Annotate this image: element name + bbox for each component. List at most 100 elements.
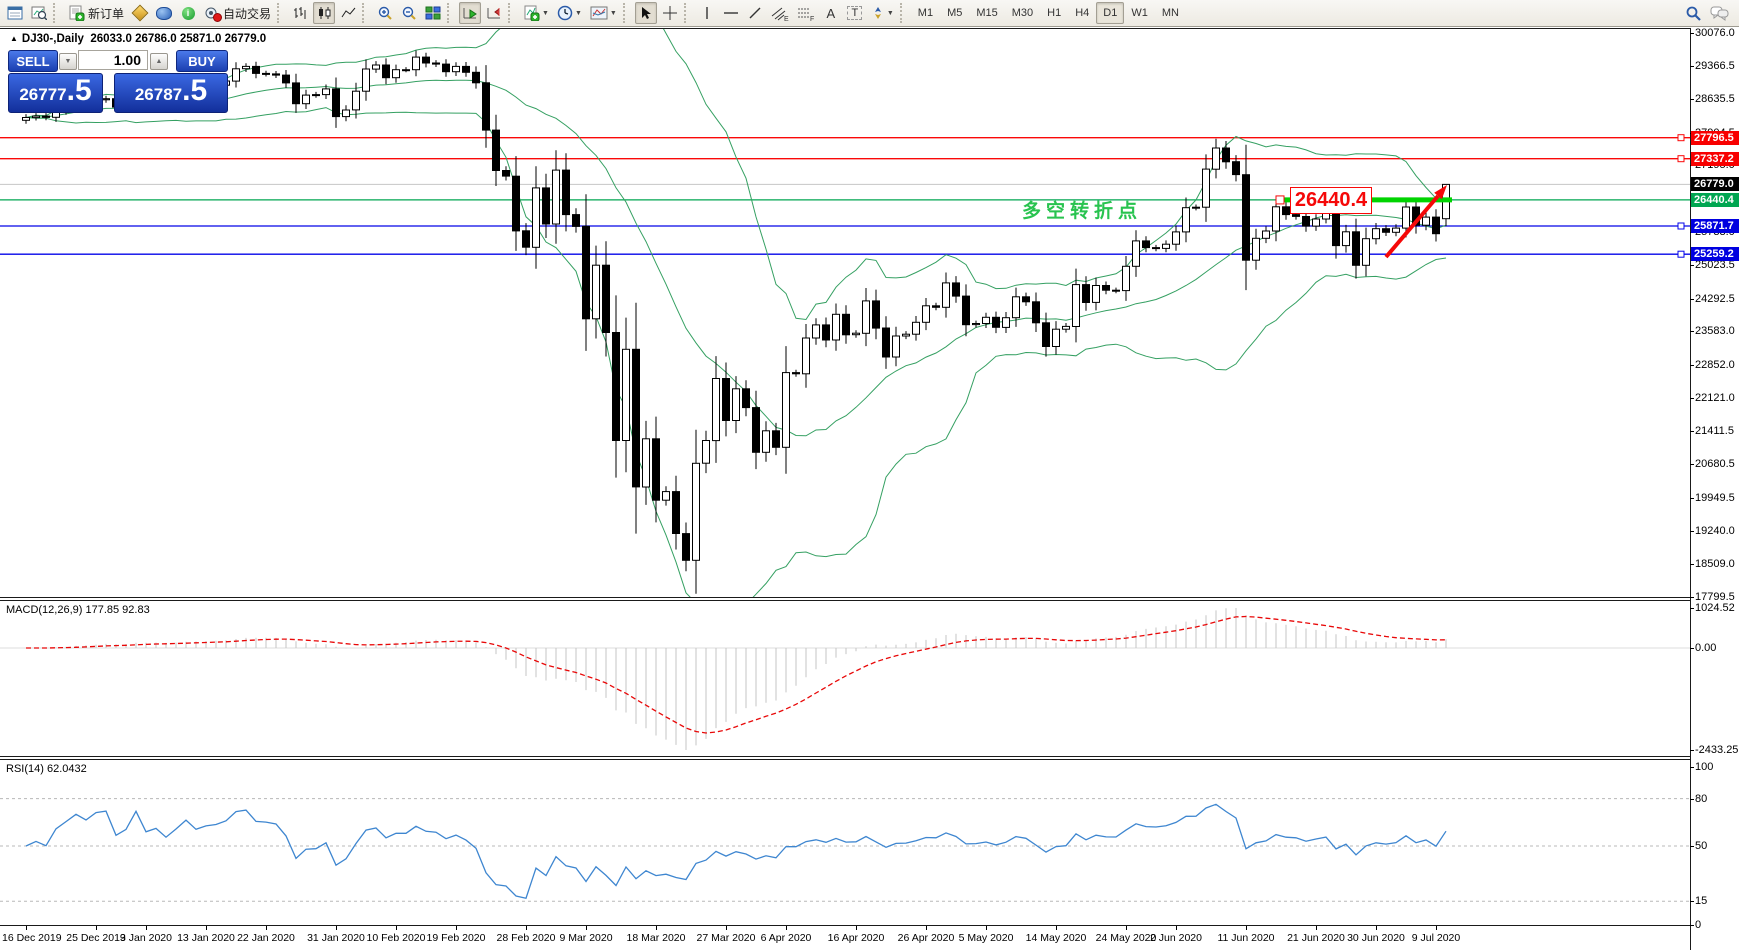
rsi-axis-label: 50 <box>1695 840 1708 852</box>
toolbar-grip <box>622 3 632 23</box>
price-badge-27337.2: 27337.2 <box>1691 151 1739 166</box>
tf-button-M5[interactable]: M5 <box>947 7 963 19</box>
buy-price-display[interactable]: 26787.5 <box>114 73 228 113</box>
data-window-icon[interactable]: i <box>177 2 199 24</box>
volume-up-button[interactable]: ▲ <box>150 53 168 70</box>
time-tick-mark <box>786 926 787 930</box>
tf-button-D1[interactable]: D1 <box>1096 2 1125 24</box>
price-axis-label: 28635.5 <box>1695 93 1735 106</box>
time-tick-mark <box>856 926 857 930</box>
panel-separator <box>0 28 1739 29</box>
bar-chart-icon[interactable] <box>289 2 311 24</box>
price-axis-label: 17799.5 <box>1695 590 1735 603</box>
tf-button-M15[interactable]: M15 <box>976 7 998 19</box>
chart-shift-icon[interactable] <box>483 2 505 24</box>
equidistant-channel-icon[interactable]: E <box>768 2 792 24</box>
collapse-panel-icon[interactable]: ▲ <box>10 34 18 43</box>
tf-button-H4[interactable]: H4 <box>1075 7 1090 19</box>
main-price-chart[interactable] <box>0 28 1690 597</box>
crosshair-icon[interactable] <box>659 2 681 24</box>
rsi-axis-label: 80 <box>1695 792 1708 805</box>
chat-icon[interactable] <box>1707 2 1732 24</box>
buy-button[interactable]: BUY <box>176 50 228 72</box>
timeframe-group: M1 M5 M15 M30 H1 H4 D1 W1 MN <box>911 2 1186 24</box>
turning-point-annotation[interactable]: 多空转折点 <box>1022 201 1143 222</box>
vertical-line-icon[interactable] <box>696 2 718 24</box>
zoom-out-icon[interactable] <box>398 2 420 24</box>
date-axis-label: 16 Dec 2019 <box>2 932 62 944</box>
arrows-icon[interactable]: ▼ <box>868 2 897 24</box>
axis-tick-mark <box>1690 65 1694 67</box>
trendline-icon[interactable] <box>744 2 766 24</box>
date-axis-label: 28 Feb 2020 <box>496 932 556 944</box>
time-tick-mark <box>986 926 987 930</box>
cursor-icon[interactable] <box>634 2 657 24</box>
auto-scroll-icon[interactable] <box>459 2 482 24</box>
toolbar-grip <box>899 3 909 23</box>
periods-clock-icon[interactable]: ▼ <box>554 2 585 24</box>
panel-separator[interactable] <box>0 597 1739 598</box>
time-tick-mark <box>1176 926 1177 930</box>
axis-tick-mark <box>1690 430 1694 432</box>
text-icon[interactable]: A <box>826 5 836 21</box>
price-badge-26779.0: 26779.0 <box>1691 177 1739 192</box>
rsi-axis-label: 0 <box>1695 919 1702 931</box>
new-order-button[interactable]: 新订单 <box>65 2 127 24</box>
sell-button[interactable]: SELL <box>8 50 58 72</box>
date-axis-label: 22 Jan 2020 <box>237 932 295 944</box>
add-indicator-icon[interactable]: ▼ <box>520 2 552 24</box>
market-watch-icon[interactable] <box>153 2 175 24</box>
date-axis-label: 19 Feb 2020 <box>426 932 486 944</box>
autotrading-button[interactable]: 自动交易 <box>201 2 274 24</box>
chart-window-icon[interactable] <box>4 2 26 24</box>
tf-button-W1[interactable]: W1 <box>1131 7 1148 19</box>
date-axis-label: 24 May 2020 <box>1095 932 1157 944</box>
axis-tick-mark <box>1690 564 1694 566</box>
date-axis-label: 6 Apr 2020 <box>760 932 812 944</box>
price-axis-label: 19240.0 <box>1695 524 1735 537</box>
axis-tick-mark <box>1690 331 1694 333</box>
tf-button-MN[interactable]: MN <box>1161 7 1179 19</box>
line-chart-icon[interactable] <box>337 2 359 24</box>
volume-input[interactable] <box>78 50 148 70</box>
buy-price-main: 26787 <box>134 85 183 104</box>
tf-button-M30[interactable]: M30 <box>1011 7 1034 19</box>
sell-price-display[interactable]: 26777.5 <box>8 73 103 113</box>
rsi-indicator-label: RSI(14) 62.0432 <box>6 763 87 775</box>
time-tick-mark <box>1246 926 1247 930</box>
fibonacci-icon[interactable]: F <box>794 2 818 24</box>
horizontal-line-icon[interactable] <box>720 2 742 24</box>
tf-button-M1[interactable]: M1 <box>917 7 934 19</box>
one-click-trading-panel: SELL ▼ ▲ BUY 26777.5 26787.5 <box>8 48 228 113</box>
time-tick-mark <box>926 926 927 930</box>
axis-tick-mark <box>1690 750 1694 751</box>
metaeditor-icon[interactable] <box>129 2 151 24</box>
time-tick-mark <box>1436 926 1437 930</box>
time-tick-mark <box>656 926 657 930</box>
tile-windows-icon[interactable] <box>422 2 444 24</box>
macd-panel-chart[interactable] <box>0 601 1690 756</box>
zoom-in-icon[interactable] <box>374 2 396 24</box>
price-axis-label: 30076.0 <box>1695 27 1735 39</box>
panel-separator[interactable] <box>0 756 1739 757</box>
dropdown-caret: ▼ <box>542 9 549 17</box>
profiles-icon[interactable] <box>28 2 50 24</box>
text-label-icon[interactable]: T <box>844 2 866 24</box>
volume-down-button[interactable]: ▼ <box>59 53 77 70</box>
date-axis-label: 31 Jan 2020 <box>307 932 365 944</box>
time-tick-mark <box>396 926 397 930</box>
price-axis-label: 23583.0 <box>1695 325 1735 338</box>
toolbar-grip <box>277 3 286 23</box>
search-icon[interactable] <box>1682 2 1705 24</box>
axis-tick-mark <box>1690 464 1694 466</box>
axis-tick-mark <box>1690 798 1694 800</box>
price-axis-label: 19949.5 <box>1695 491 1735 504</box>
autotrading-label: 自动交易 <box>223 6 272 21</box>
sell-price-main: 26777 <box>19 85 67 104</box>
rsi-panel-chart[interactable] <box>0 760 1690 925</box>
candlestick-chart-icon[interactable] <box>313 2 336 24</box>
price-tag-label[interactable]: 26440.4 <box>1290 187 1372 214</box>
time-tick-mark <box>206 926 207 930</box>
tf-button-H1[interactable]: H1 <box>1047 7 1062 19</box>
templates-icon[interactable]: ▼ <box>587 2 620 24</box>
